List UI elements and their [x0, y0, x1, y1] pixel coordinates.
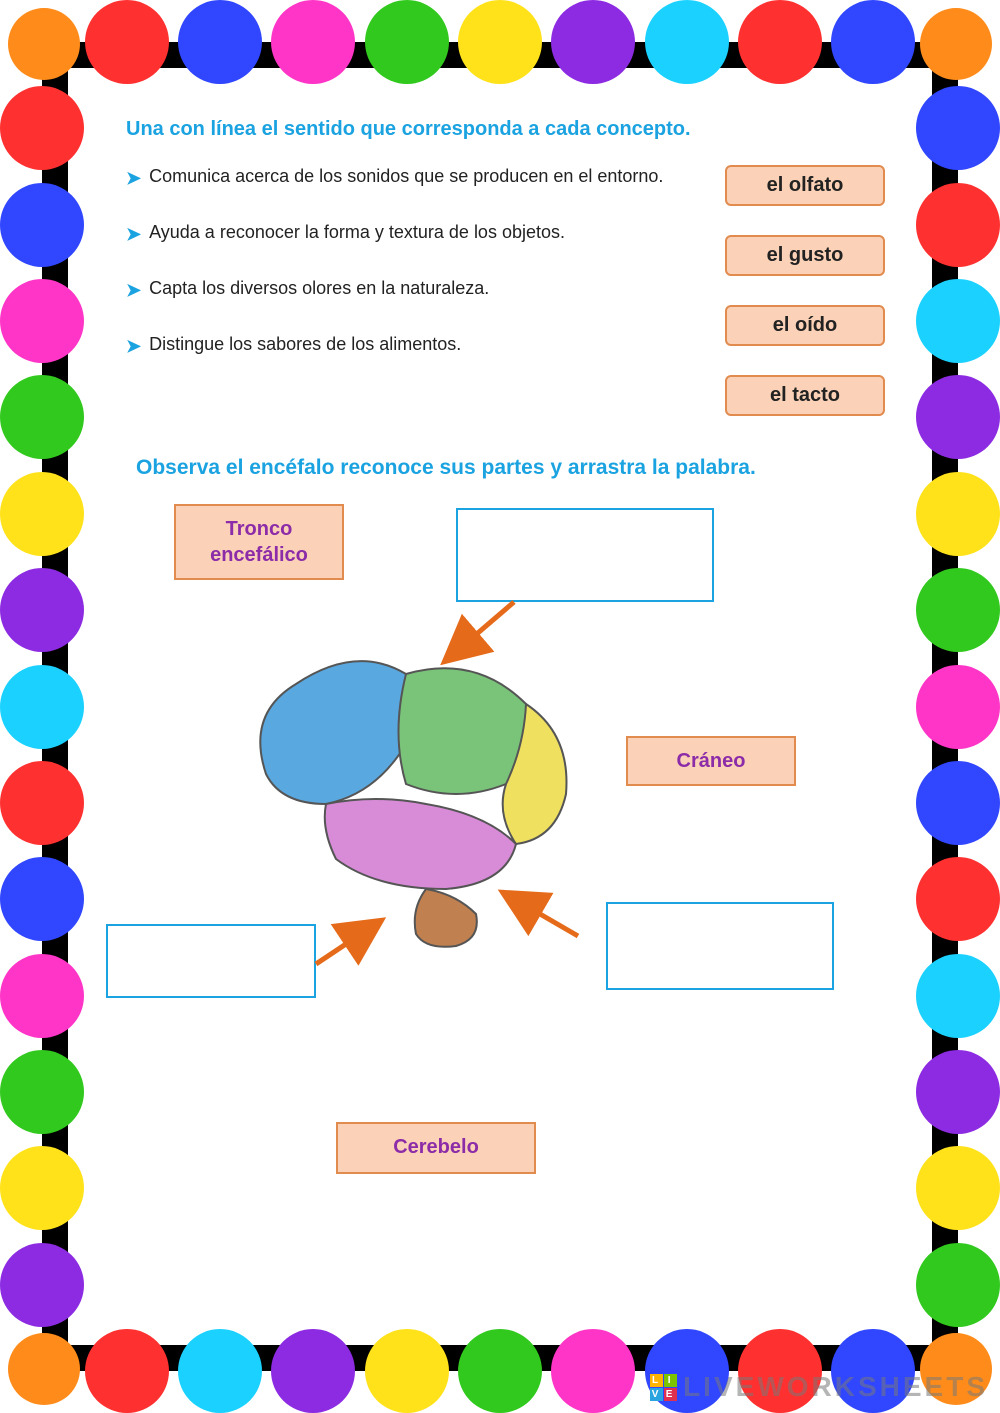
definition-text: Distingue los sabores de los alimentos. [149, 331, 461, 357]
bullet-icon: ➤ [126, 333, 141, 359]
definition-item[interactable]: ➤ Distingue los sabores de los alimentos… [126, 331, 685, 359]
senses-column: el olfato el gusto el oído el tacto [725, 163, 885, 416]
bullet-icon: ➤ [126, 221, 141, 247]
sense-box[interactable]: el oído [725, 305, 885, 346]
sense-box[interactable]: el gusto [725, 235, 885, 276]
definition-item[interactable]: ➤ Capta los diversos olores en la natura… [126, 275, 685, 303]
brain-diagram-area: Troncoencefálico Cráneo Cerebelo [126, 504, 885, 1184]
brain-illustration [226, 634, 606, 954]
drop-target[interactable] [106, 924, 316, 998]
drop-target[interactable] [456, 508, 714, 602]
definition-item[interactable]: ➤ Ayuda a reconocer la forma y textura d… [126, 219, 685, 247]
definition-text: Comunica acerca de los sonidos que se pr… [149, 163, 663, 189]
definition-item[interactable]: ➤ Comunica acerca de los sonidos que se … [126, 163, 685, 191]
definition-text: Ayuda a reconocer la forma y textura de … [149, 219, 565, 245]
definitions-list: ➤ Comunica acerca de los sonidos que se … [126, 163, 685, 416]
exercise1-body: ➤ Comunica acerca de los sonidos que se … [126, 163, 885, 416]
draggable-word[interactable]: Cerebelo [336, 1122, 536, 1174]
definition-text: Capta los diversos olores en la naturale… [149, 275, 489, 301]
watermark: LI VE LIVEWORKSHEETS [650, 1371, 988, 1403]
bullet-icon: ➤ [126, 277, 141, 303]
draggable-word[interactable]: Cráneo [626, 736, 796, 786]
worksheet-content: Una con línea el sentido que corresponda… [126, 118, 885, 1303]
sense-box[interactable]: el olfato [725, 165, 885, 206]
watermark-logo-icon: LI VE [650, 1374, 677, 1401]
drop-target[interactable] [606, 902, 834, 990]
exercise1-title: Una con línea el sentido que corresponda… [126, 118, 885, 141]
exercise2-title: Observa el encéfalo reconoce sus partes … [136, 456, 885, 480]
draggable-word[interactable]: Troncoencefálico [174, 504, 344, 580]
bullet-icon: ➤ [126, 165, 141, 191]
watermark-text: LIVEWORKSHEETS [683, 1371, 988, 1403]
sense-box[interactable]: el tacto [725, 375, 885, 416]
